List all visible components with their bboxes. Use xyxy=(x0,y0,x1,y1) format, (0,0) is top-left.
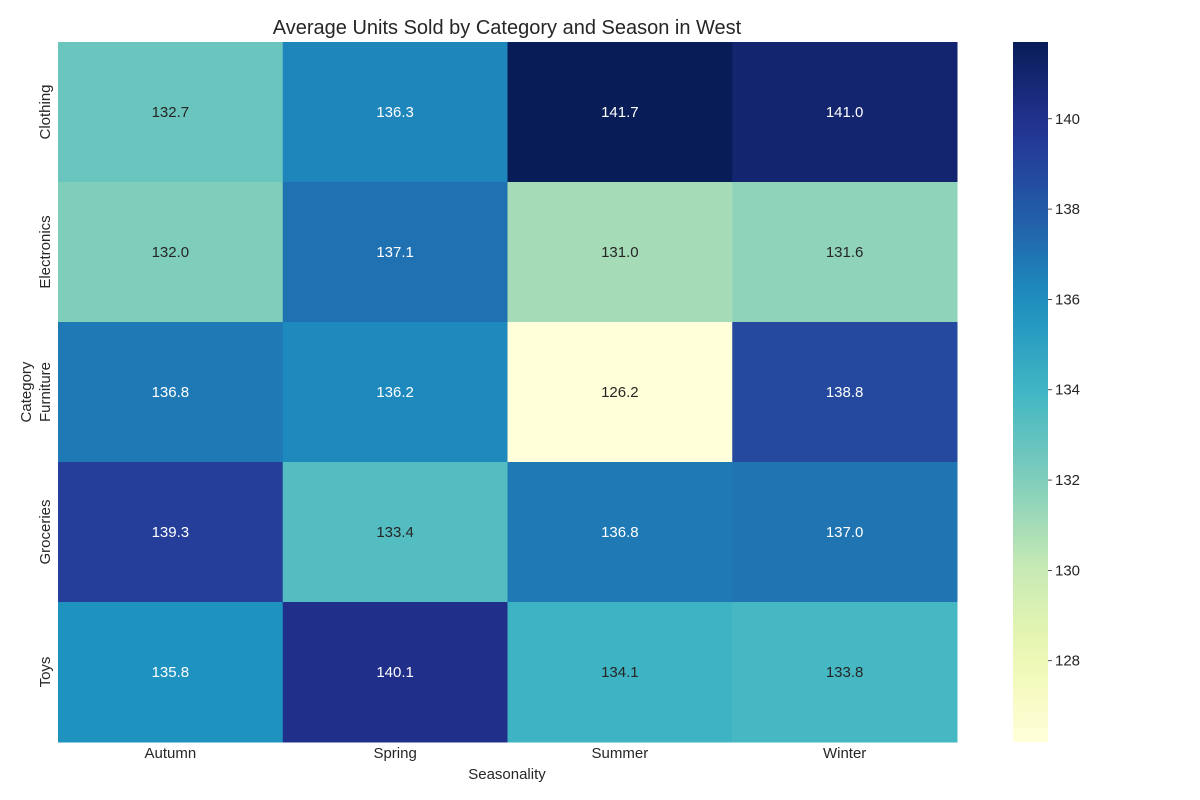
x-axis-label: Seasonality xyxy=(468,766,546,783)
chart-title: Average Units Sold by Category and Seaso… xyxy=(273,17,742,39)
y-tick-label: Furniture xyxy=(37,362,54,422)
cell-value-label: 133.4 xyxy=(376,524,414,541)
cell-value-label: 140.1 xyxy=(376,664,414,681)
cell-value-label: 131.0 xyxy=(601,244,639,261)
heatmap-cell-electronics-winter xyxy=(732,182,958,323)
heatmap-cell-furniture-winter xyxy=(732,322,958,463)
heatmap-cell-electronics-autumn xyxy=(58,182,284,323)
colorbar-tick-label: 138 xyxy=(1055,201,1080,218)
y-tick-label: Toys xyxy=(37,657,54,688)
x-tick-label: Summer xyxy=(592,745,649,762)
heatmap-cell-electronics-spring xyxy=(282,182,508,323)
colorbar-tick-label: 134 xyxy=(1055,382,1080,399)
cell-value-label: 141.7 xyxy=(601,104,639,121)
heatmap-cell-groceries-winter xyxy=(732,462,958,603)
heatmap-cell-toys-autumn xyxy=(58,602,284,743)
cell-value-label: 141.0 xyxy=(826,104,864,121)
cell-value-label: 133.8 xyxy=(826,664,864,681)
cell-value-label: 136.8 xyxy=(152,384,190,401)
heatmap-cell-toys-summer xyxy=(507,602,733,743)
heatmap-cells: 132.7 136.3 141.7 141.0 132.0 137.1 131.0 131.6… xyxy=(58,42,958,743)
cell-value-label: 132.0 xyxy=(152,244,190,261)
heatmap-cell-clothing-autumn xyxy=(58,42,284,183)
heatmap-cell-groceries-summer xyxy=(507,462,733,603)
colorbar: 128 130 132 134 136 138 140 xyxy=(1013,42,1080,742)
x-tick-label: Autumn xyxy=(145,745,197,762)
heatmap-cell-clothing-winter xyxy=(732,42,958,183)
colorbar-tick-label: 140 xyxy=(1055,111,1080,128)
cell-value-label: 137.1 xyxy=(376,244,414,261)
cell-value-label: 139.3 xyxy=(152,524,190,541)
heatmap-cell-groceries-autumn xyxy=(58,462,284,603)
heatmap-cell-groceries-spring xyxy=(282,462,508,603)
cell-value-label: 137.0 xyxy=(826,524,864,541)
heatmap-cell-clothing-spring xyxy=(282,42,508,183)
heatmap-cell-furniture-autumn xyxy=(58,322,284,463)
x-tick-label: Winter xyxy=(823,745,866,762)
cell-value-label: 135.8 xyxy=(152,664,190,681)
y-tick-label: Clothing xyxy=(37,84,54,139)
colorbar-tick-label: 136 xyxy=(1055,291,1080,308)
colorbar-tick-label: 128 xyxy=(1055,653,1080,670)
cell-value-label: 138.8 xyxy=(826,384,864,401)
cell-value-label: 136.8 xyxy=(601,524,639,541)
x-axis-ticks: Autumn Spring Summer Winter xyxy=(145,745,867,762)
y-tick-label: Groceries xyxy=(37,499,54,564)
cell-value-label: 136.2 xyxy=(376,384,414,401)
y-axis-ticks: Clothing Electronics Furniture Groceries Toy… xyxy=(37,84,54,687)
heatmap-cell-clothing-summer xyxy=(507,42,733,183)
cell-value-label: 131.6 xyxy=(826,244,864,261)
x-tick-label: Spring xyxy=(373,745,416,762)
heatmap-cell-toys-winter xyxy=(732,602,958,743)
colorbar-tick-label: 130 xyxy=(1055,562,1080,579)
cell-value-label: 132.7 xyxy=(152,104,190,121)
cell-value-label: 126.2 xyxy=(601,384,639,401)
y-tick-label: Electronics xyxy=(37,215,54,288)
cell-value-label: 136.3 xyxy=(376,104,414,121)
heatmap-cell-electronics-summer xyxy=(507,182,733,323)
heatmap-cell-furniture-summer xyxy=(507,322,733,463)
colorbar-gradient xyxy=(1013,42,1048,742)
y-axis-label: Category xyxy=(18,361,35,422)
heatmap-cell-furniture-spring xyxy=(282,322,508,463)
cell-value-label: 134.1 xyxy=(601,664,639,681)
colorbar-tick-label: 132 xyxy=(1055,472,1080,489)
heatmap-cell-toys-spring xyxy=(282,602,508,743)
